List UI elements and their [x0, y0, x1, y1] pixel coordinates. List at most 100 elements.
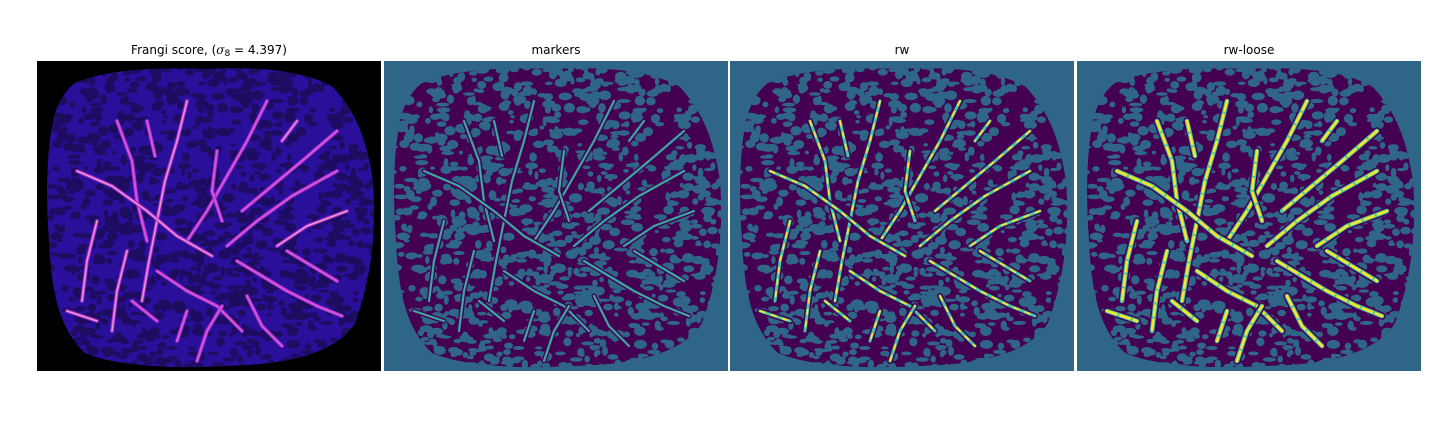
vessel-highlight — [974, 120, 991, 142]
vessel-core — [76, 170, 213, 257]
vessel-highlight — [869, 310, 881, 342]
vessel-highlight — [904, 150, 916, 222]
vessel — [245, 294, 284, 348]
panel-rw — [730, 61, 1074, 371]
vessel-core — [281, 120, 298, 142]
vessel-segment — [838, 119, 850, 158]
vessel-highlight — [759, 310, 791, 322]
panel-title-rw-loose: rw-loose — [1223, 43, 1275, 57]
vessel-highlight — [1315, 209, 1389, 248]
tissue-texture — [47, 68, 375, 368]
vessel-highlight — [1320, 119, 1339, 143]
vessel-marker — [627, 119, 646, 143]
vessel-highlight — [824, 300, 851, 322]
vessel — [115, 119, 149, 243]
vessel-highlight — [1265, 169, 1379, 248]
vessel-highlight — [1185, 119, 1197, 158]
vessel-marker — [532, 99, 616, 243]
vessel-highlight — [1275, 259, 1384, 318]
vessel-highlight — [1285, 294, 1324, 348]
vessel-highlight — [1215, 309, 1229, 343]
vessel-highlight — [919, 170, 1031, 247]
panel-markers — [384, 61, 728, 371]
vessel-marker — [522, 309, 536, 343]
vessel-marker — [572, 169, 686, 248]
vessel-marker — [422, 169, 561, 258]
vessel-highlight — [1325, 249, 1379, 283]
vessel-highlight — [879, 100, 961, 242]
vessel-marker — [487, 99, 536, 303]
vessel-highlight — [929, 260, 1036, 317]
tissue-region — [47, 68, 375, 368]
vessel-highlight — [809, 120, 841, 242]
vessel-marker — [502, 269, 591, 333]
vessel — [235, 259, 344, 318]
vessel-highlight — [939, 295, 976, 347]
vessel-core — [66, 310, 98, 322]
vessel-highlight — [1180, 99, 1229, 303]
vessel-core — [276, 210, 348, 247]
vessel-highlight — [804, 250, 821, 332]
markers-image — [384, 61, 728, 371]
vessel-highlight — [849, 270, 936, 332]
vessel-highlight — [774, 220, 791, 302]
rw-loose-image — [1077, 61, 1421, 371]
title-subscript: 8 — [224, 49, 231, 59]
vessel — [210, 149, 224, 223]
tissue-region — [1087, 68, 1415, 368]
vessel-marker — [592, 294, 631, 348]
panel-title-rw: rw — [894, 43, 910, 57]
vessel-highlight — [1155, 119, 1189, 243]
title-sigma: σ — [216, 43, 225, 57]
vessel-highlight — [934, 130, 1031, 212]
vessel-highlight — [1150, 249, 1169, 333]
vessel — [145, 119, 157, 158]
vessel-marker — [412, 309, 446, 323]
title-prefix: Frangi score, ( — [131, 43, 217, 57]
panel-title-markers: markers — [531, 43, 581, 57]
title-suffix: = 4.397) — [230, 43, 287, 57]
vessel — [130, 299, 159, 323]
frangi-image — [37, 61, 381, 371]
vessel — [195, 304, 224, 363]
vessel-marker — [462, 119, 496, 243]
vessel-marker — [632, 249, 686, 283]
vessel-marker — [557, 149, 571, 223]
vessel-marker — [457, 249, 476, 333]
vessel-highlight — [769, 170, 906, 257]
vessel-highlight — [979, 250, 1031, 282]
vessel-highlight — [1170, 299, 1199, 323]
vessel-highlight — [1105, 309, 1139, 323]
vessel — [225, 169, 339, 248]
panel-frangi — [37, 61, 381, 371]
vessel-highlight — [1280, 129, 1379, 213]
vessel-core — [81, 220, 98, 302]
vessel-highlight — [889, 305, 916, 362]
rw-image — [730, 61, 1074, 371]
vessel-marker — [542, 304, 571, 363]
vessel-highlight — [1225, 99, 1309, 243]
vessel-highlight — [834, 100, 881, 302]
panel-rw-loose — [1077, 61, 1421, 371]
vessel — [185, 99, 269, 243]
vessel — [155, 269, 244, 333]
vessel-highlight — [1250, 149, 1264, 223]
tissue-region — [394, 68, 722, 368]
vessel — [285, 249, 339, 283]
vessel-core — [111, 250, 128, 332]
vessel-highlight — [1115, 169, 1254, 258]
vessel-marker — [427, 219, 446, 303]
vessel-marker — [587, 129, 686, 213]
vessel — [240, 129, 339, 213]
vessel-marker — [622, 209, 696, 248]
vessel-highlight — [969, 210, 1041, 247]
vessel-highlight — [1195, 269, 1284, 333]
vessel — [175, 309, 189, 343]
vessel-highlight — [1120, 219, 1139, 303]
vessel-highlight — [1235, 304, 1264, 363]
panel-title-frangi: Frangi score, (σ8 = 4.397) — [37, 42, 381, 62]
vessel-marker — [477, 299, 506, 323]
vessel-marker — [582, 259, 691, 318]
vessel-core — [141, 100, 188, 302]
vessel-marker — [492, 119, 504, 158]
